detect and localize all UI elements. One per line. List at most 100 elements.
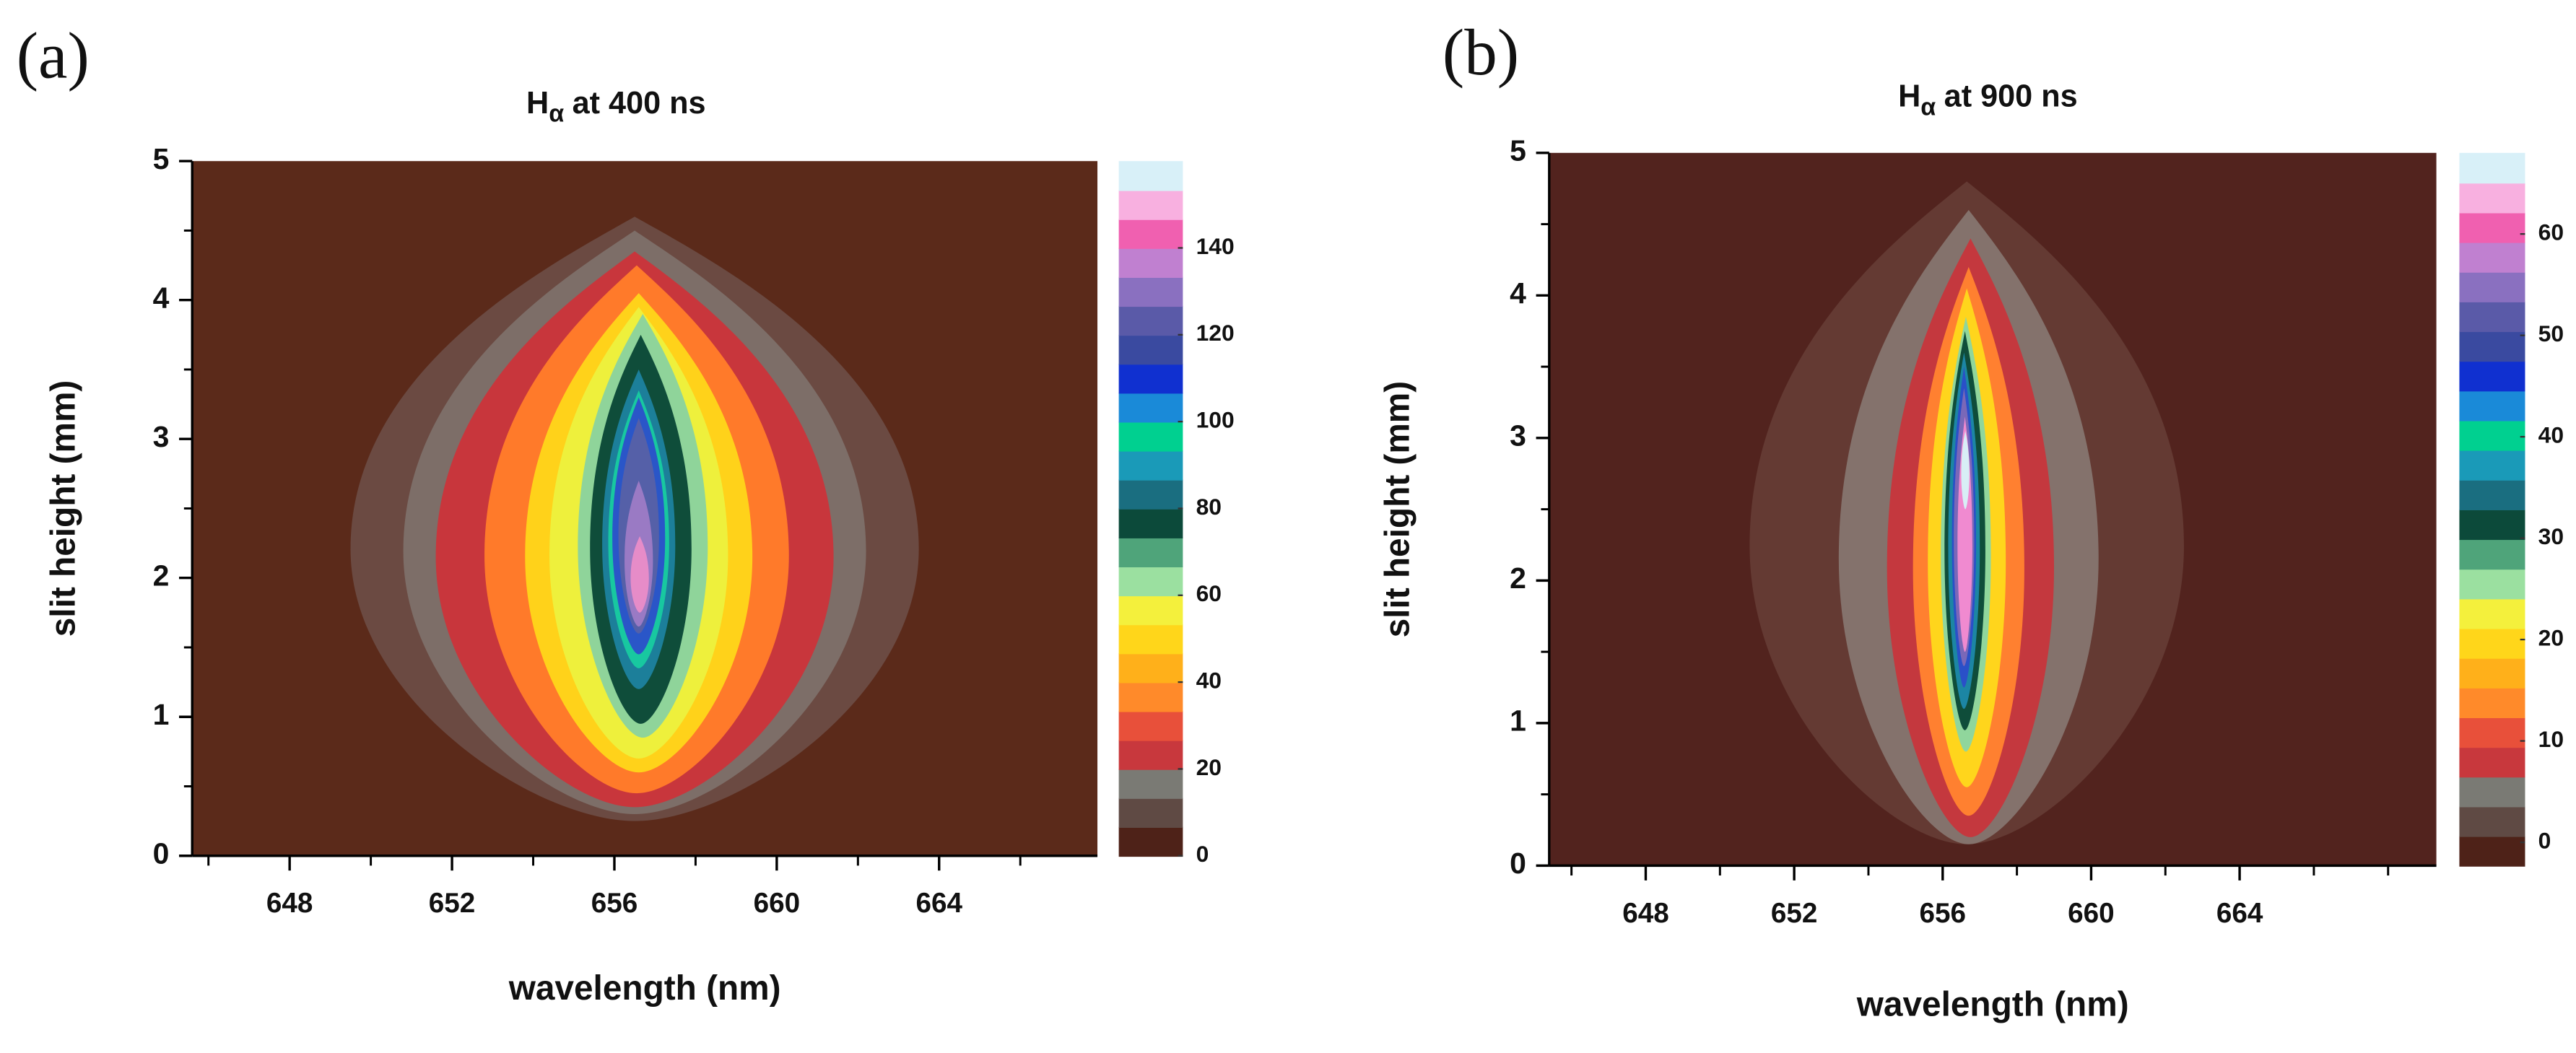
- colorbar-tick-label: 0: [2538, 827, 2551, 853]
- y-tick-label: 0: [1510, 847, 1526, 880]
- colorbar-band: [2459, 450, 2525, 481]
- y-tick-label: 1: [1510, 704, 1526, 738]
- title-text: at 400 ns: [573, 86, 706, 121]
- y-tick-label: 5: [153, 142, 170, 175]
- colorbar-band: [1118, 508, 1183, 538]
- colorbar-band: [1118, 798, 1183, 828]
- colorbar-band: [1118, 479, 1183, 510]
- colorbar-band: [2459, 479, 2525, 510]
- x-tick-label: 664: [915, 888, 962, 919]
- colorbar-band: [2459, 598, 2525, 629]
- contours: [1749, 181, 2184, 844]
- colorbar-band: [2459, 271, 2525, 302]
- contour-region: [630, 536, 649, 613]
- colorbar-band: [2459, 568, 2525, 600]
- colorbar-band: [1118, 305, 1183, 336]
- colorbar-band: [2459, 509, 2525, 541]
- x-tick-label: 648: [266, 888, 313, 919]
- colorbar-band: [1118, 740, 1183, 770]
- colorbar-band: [1118, 450, 1183, 481]
- colorbar-band: [1118, 711, 1183, 741]
- panel-label: (b): [1443, 16, 1519, 89]
- colorbar-band: [1118, 595, 1183, 626]
- contour-region: [1961, 430, 1970, 510]
- colorbar-band: [1118, 652, 1183, 683]
- colorbar-band: [2459, 806, 2525, 837]
- colorbar-band: [1118, 624, 1183, 655]
- x-tick-label: 664: [2216, 898, 2263, 929]
- colorbar-band: [2459, 687, 2525, 719]
- title-subscript: α: [549, 100, 564, 128]
- y-tick-label: 3: [1510, 419, 1526, 453]
- x-tick-label: 648: [1622, 898, 1669, 929]
- title-symbol: H: [1898, 79, 1920, 114]
- x-axis-label: wavelength (nm): [508, 969, 781, 1008]
- x-tick-label: 656: [591, 888, 638, 919]
- colorbar-band: [1118, 190, 1183, 220]
- x-tick-label: 660: [2068, 898, 2115, 929]
- colorbar-band: [1118, 826, 1183, 857]
- title-subscript: α: [1920, 93, 1936, 121]
- panel: (a) Hα at 400 ns wavelength (nm) slit height…: [17, 19, 1235, 1008]
- y-axis-label: slit height (mm): [45, 380, 83, 637]
- colorbar-band: [2459, 538, 2525, 570]
- colorbar-band: [2459, 301, 2525, 333]
- colorbar-tick-label: 10: [2538, 726, 2564, 752]
- colorbar-band: [1118, 161, 1183, 191]
- y-tick-label: 2: [1510, 562, 1526, 595]
- colorbar-band: [1118, 248, 1183, 278]
- colorbar-band: [1118, 334, 1183, 365]
- colorbar-tick-label: 0: [1196, 841, 1209, 867]
- x-tick-label: 656: [1920, 898, 1967, 929]
- y-tick-label: 1: [153, 698, 170, 731]
- contours: [350, 217, 919, 821]
- y-tick-label: 4: [153, 281, 170, 315]
- x-tick-label: 652: [429, 888, 476, 919]
- colorbar-tick-label: 50: [2538, 320, 2564, 346]
- colorbar-tick-label: 100: [1196, 407, 1235, 433]
- colorbar-band: [2459, 836, 2525, 867]
- colorbar-tick-label: 60: [2538, 219, 2564, 245]
- colorbar-band: [1118, 421, 1183, 452]
- colorbar-band: [1118, 682, 1183, 712]
- chart-title: Hα at 900 ns: [1898, 79, 2078, 121]
- colorbar-band: [2459, 628, 2525, 659]
- colorbar-tick-label: 40: [2538, 422, 2564, 448]
- x-tick-label: 652: [1771, 898, 1818, 929]
- colorbar-tick-label: 20: [1196, 754, 1222, 780]
- colorbar-band: [2459, 331, 2525, 362]
- y-tick-label: 5: [1510, 134, 1526, 167]
- y-tick-label: 3: [153, 420, 170, 453]
- colorbar-band: [1118, 393, 1183, 423]
- y-tick-label: 2: [153, 559, 170, 593]
- colorbar-band: [2459, 390, 2525, 421]
- colorbar-band: [2459, 657, 2525, 689]
- colorbar-band: [2459, 717, 2525, 748]
- colorbar-tick-label: 30: [2538, 523, 2564, 549]
- colorbar-band: [1118, 769, 1183, 799]
- colorbar-band: [2459, 360, 2525, 392]
- panel-label: (a): [17, 19, 90, 92]
- colorbar-tick-label: 120: [1196, 320, 1235, 346]
- colorbar-band: [2459, 746, 2525, 778]
- y-tick-label: 0: [153, 837, 170, 870]
- colorbar-band: [2459, 776, 2525, 808]
- colorbar-tick-label: 40: [1196, 668, 1222, 694]
- colorbar-band: [1118, 566, 1183, 597]
- colorbar-tick-label: 20: [2538, 625, 2564, 651]
- colorbar-band: [2459, 242, 2525, 273]
- colorbar-tick-label: 140: [1196, 233, 1235, 259]
- colorbar-band: [1118, 219, 1183, 249]
- title-symbol: H: [526, 86, 549, 121]
- x-axis-label: wavelength (nm): [1856, 986, 2129, 1024]
- colorbar-band: [1118, 537, 1183, 568]
- panel: (b) Hα at 900 ns wavelength (nm) slit height…: [1378, 16, 2564, 1024]
- y-tick-label: 4: [1510, 276, 1526, 310]
- colorbar-band: [2459, 212, 2525, 243]
- colorbar-band: [2459, 182, 2525, 214]
- chart-title: Hα at 400 ns: [526, 86, 706, 127]
- colorbar-band: [2459, 420, 2525, 451]
- colorbar-band: [1118, 363, 1183, 394]
- colorbar-tick-label: 60: [1196, 580, 1222, 606]
